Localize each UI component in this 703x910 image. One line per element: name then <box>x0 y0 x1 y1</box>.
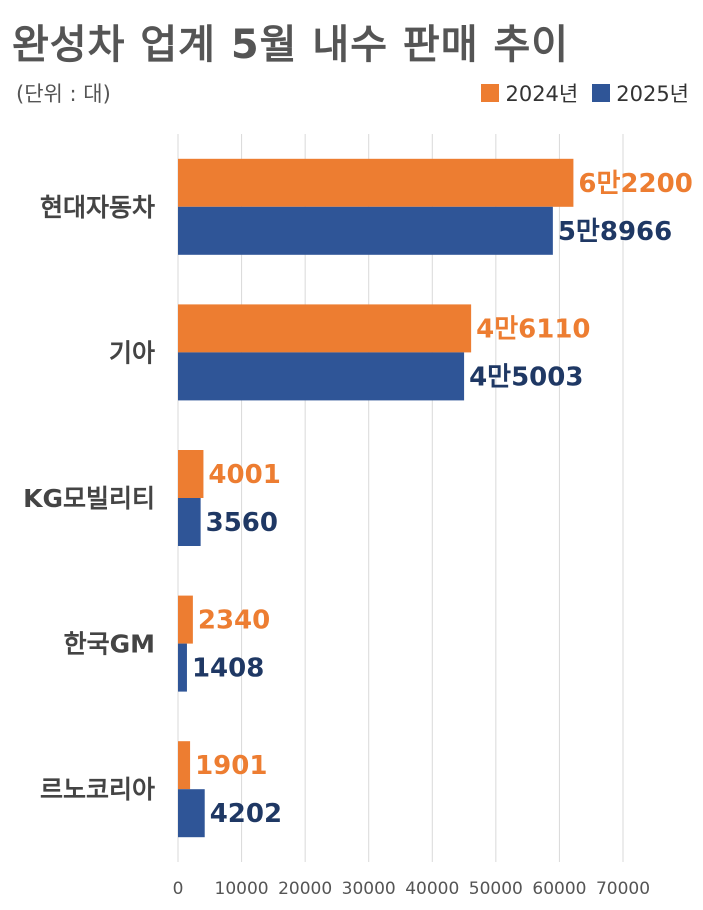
x-tick-label: 60000 <box>532 879 586 899</box>
category-label: 현대자동차 <box>40 193 155 222</box>
legend-label-2024: 2024년 <box>505 82 579 106</box>
bar-2025 <box>178 206 553 255</box>
bar-2024 <box>178 595 193 644</box>
x-tick-label: 0 <box>173 879 184 899</box>
data-label-2024: 4만6110 <box>476 314 590 344</box>
data-label-2025: 3560 <box>206 508 278 538</box>
category-label: 르노코리아 <box>40 775 155 804</box>
legend-label-2025: 2025년 <box>616 82 689 106</box>
data-label-2024: 6만2200 <box>578 169 692 199</box>
x-tick-label: 10000 <box>215 879 269 899</box>
data-label-2024: 1901 <box>195 751 267 781</box>
x-tick-label: 40000 <box>405 879 459 899</box>
data-label-2024: 2340 <box>198 606 270 636</box>
bar-2024 <box>178 741 191 790</box>
category-label: KG모빌리티 <box>23 484 155 513</box>
x-tick-label: 50000 <box>469 879 523 899</box>
x-tick-label: 20000 <box>278 879 332 899</box>
category-label: 기아 <box>109 338 155 367</box>
data-label-2025: 4만5003 <box>469 362 583 392</box>
bar-2025 <box>178 352 465 401</box>
legend-swatch-2025 <box>592 84 611 102</box>
legend: 2024년 2025년 <box>481 78 689 108</box>
data-label-2025: 1408 <box>192 654 264 684</box>
legend-swatch-2024 <box>481 84 500 102</box>
data-label-2024: 4001 <box>208 460 280 490</box>
unit-label: (단위 : 대) <box>16 82 111 106</box>
bar-2025 <box>178 789 205 838</box>
chart-title: 완성차 업계 5월 내수 판매 추이 <box>12 22 570 68</box>
bar-2024 <box>178 158 574 207</box>
legend-item-2025: 2025년 <box>592 78 689 108</box>
category-label: 한국GM <box>64 630 155 659</box>
bar-2025 <box>178 643 187 692</box>
legend-item-2024: 2024년 <box>481 78 578 108</box>
bar-2024 <box>178 304 472 353</box>
bar-2024 <box>178 450 204 498</box>
bar-2025 <box>178 498 201 546</box>
data-label-2025: 4202 <box>210 799 282 829</box>
x-tick-label: 70000 <box>596 879 650 899</box>
data-label-2025: 5만8966 <box>558 217 672 247</box>
x-tick-label: 30000 <box>342 879 396 899</box>
